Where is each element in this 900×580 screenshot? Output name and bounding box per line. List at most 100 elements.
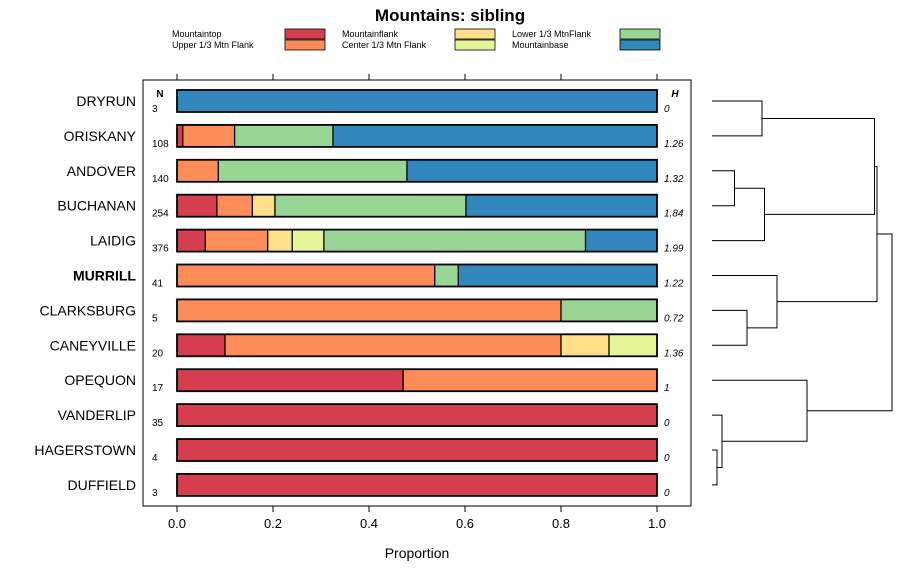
bar-segment [252, 194, 275, 217]
bar-segment [585, 229, 657, 252]
legend-label: Mountaintop [172, 29, 222, 39]
bar-row [176, 124, 658, 148]
row-labels: DRYRUN ORISKANY ANDOVER BUCHANAN LAIDIG MURRI… [34, 93, 136, 493]
n-value: 3 [152, 104, 158, 115]
n-value: 3 [152, 488, 158, 499]
category-label: DRYRUN [76, 93, 136, 109]
bar-segment [177, 229, 206, 252]
n-value: 17 [152, 383, 164, 394]
bar-segment [177, 404, 657, 427]
bar-segment [177, 90, 657, 112]
bar-outline [176, 263, 658, 288]
n-value: 35 [152, 418, 164, 429]
bar-segment [177, 299, 561, 322]
bar-segment [458, 264, 657, 287]
bar-segment [267, 229, 293, 252]
h-value: 0.72 [664, 313, 684, 324]
bar-segment [292, 229, 324, 252]
legend-swatch [619, 28, 661, 40]
bar-segment [403, 369, 657, 392]
h-value: 0 [664, 418, 670, 429]
bar-segment [434, 264, 459, 287]
h-value: 0 [664, 104, 670, 115]
category-label: CLARKSBURG [40, 302, 136, 318]
bar-row [176, 89, 658, 113]
category-label: CANEYVILLE [50, 337, 136, 353]
bar-segment [234, 124, 333, 147]
bar-outline [176, 193, 658, 218]
legend-label: Lower 1/3 MtnFlank [512, 29, 592, 39]
legend-label: Mountainflank [342, 29, 399, 39]
dendrogram-link [712, 100, 763, 137]
n-value: 376 [152, 244, 169, 255]
category-label: LAIDIG [90, 233, 136, 249]
bar-outline [176, 368, 658, 393]
category-label: OPEQUON [64, 372, 136, 388]
x-tick-label: 0.2 [264, 516, 282, 531]
dendrogram-link [762, 117, 875, 215]
legend-swatch [454, 39, 496, 51]
n-value: 140 [152, 174, 169, 185]
category-label: VANDERLIP [58, 407, 136, 423]
dendrogram-link [712, 379, 808, 442]
n-value: 5 [152, 313, 158, 324]
legend-label: Upper 1/3 Mtn Flank [172, 40, 254, 50]
bar-row [176, 438, 658, 462]
bar-outline [176, 124, 658, 148]
category-label: HAGERSTOWN [34, 442, 136, 458]
x-tick-label: 0.4 [360, 516, 378, 531]
h-value: 1.84 [664, 209, 684, 220]
dendrogram-link [712, 449, 718, 486]
bar-segment [218, 159, 407, 182]
bar-outline [176, 403, 658, 428]
bar-outline [176, 298, 658, 323]
bar-segment [323, 229, 586, 252]
x-tick-label: 0.0 [168, 516, 186, 531]
category-label: ANDOVER [67, 163, 136, 179]
bar-segment [465, 194, 657, 217]
h-value: 1.36 [664, 348, 684, 359]
plot-frame [142, 79, 692, 507]
bar-outline [176, 158, 658, 183]
bar-segment [182, 124, 235, 147]
n-value: 108 [152, 139, 169, 150]
bar-outline [176, 438, 658, 462]
bar-row [176, 263, 658, 288]
chart-title: Mountains: sibling [375, 6, 525, 25]
bar-segment [406, 159, 657, 182]
bar-segment [333, 124, 657, 147]
bar-outline [176, 89, 658, 113]
dendrogram-link [777, 165, 878, 303]
legend-swatch [284, 28, 326, 40]
h-value: 1.99 [664, 244, 684, 255]
bar-row [176, 403, 658, 428]
bar-row [176, 368, 658, 393]
legend-label: Mountainbase [512, 40, 569, 50]
bar-segment [609, 334, 657, 357]
bar-segment [205, 229, 268, 252]
h-value: 1.32 [664, 174, 684, 185]
bar-outline [176, 228, 658, 253]
bar-segment [216, 194, 253, 217]
bar-segment [177, 159, 219, 182]
bars [176, 89, 658, 497]
x-tick-label: 0.8 [552, 516, 570, 531]
bar-segment [561, 299, 657, 322]
dendrogram-link [807, 233, 893, 412]
legend-swatch [284, 39, 326, 51]
bar-segment [274, 194, 466, 217]
dendrogram-link [712, 275, 778, 329]
x-axis: 0.0 0.2 0.4 0.6 0.8 1.0 [168, 74, 666, 531]
bar-segment [177, 264, 435, 287]
h-value: 1.26 [664, 139, 684, 150]
bar-segment [177, 473, 657, 496]
h-value: 0 [664, 488, 670, 499]
dendrogram-link [712, 170, 735, 207]
h-value: 1.22 [664, 279, 684, 290]
x-tick-label: 1.0 [648, 516, 666, 531]
bar-row [176, 298, 658, 323]
bar-row [176, 472, 658, 497]
bar-segment [177, 194, 217, 217]
